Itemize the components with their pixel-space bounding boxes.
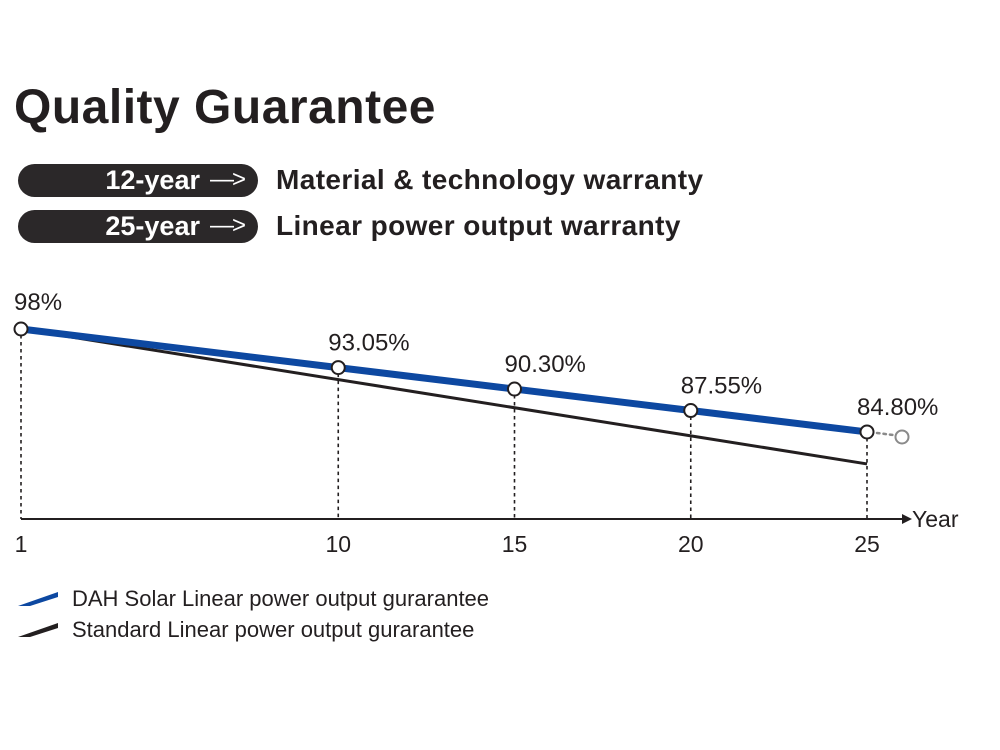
x-tick-label: 20 (678, 531, 704, 557)
x-tick-label: 10 (325, 531, 351, 557)
legend-item-standard: Standard Linear power output gurarantee (18, 617, 474, 643)
data-points (13, 321, 910, 445)
x-axis: Year (21, 506, 959, 532)
data-point (683, 403, 699, 419)
x-tick-labels: 1 10 15 20 25 (15, 531, 880, 557)
data-label: 90.30% (505, 351, 586, 378)
warranty-pill: 25-year —> (18, 209, 258, 243)
data-label: 93.05% (328, 330, 409, 357)
arrow-icon: —> (209, 212, 246, 239)
data-point (13, 321, 29, 337)
legend-swatch-dah (18, 592, 58, 606)
data-label: 84.80% (857, 394, 938, 421)
axis-arrow-icon (902, 514, 912, 524)
series-lines (20, 325, 895, 466)
x-tick-label: 1 (15, 531, 28, 557)
warranty-row-25-year: 25-year —> Linear power output warranty (18, 209, 681, 243)
page-title: Quality Guarantee (14, 81, 436, 134)
warranty-years: 25-year (105, 210, 200, 241)
warranty-description: Material & technology warranty (276, 164, 704, 195)
extension-dots (875, 431, 895, 437)
data-point (507, 381, 522, 397)
legend-label: Standard Linear power output gurarantee (72, 617, 475, 642)
warranty-description: Linear power output warranty (276, 210, 681, 241)
extension-marker (894, 429, 910, 445)
standard-series-line (20, 327, 868, 466)
x-axis-label: Year (912, 506, 959, 532)
warranty-pill: 12-year —> (18, 163, 258, 197)
arrow-icon: —> (209, 166, 246, 193)
warranty-years: 12-year (105, 164, 200, 195)
legend-swatch-standard (18, 623, 58, 637)
legend-item-dah: DAH Solar Linear power output gurarantee (18, 586, 489, 612)
legend-label: DAH Solar Linear power output gurarantee (72, 586, 490, 611)
x-tick-label: 25 (854, 531, 880, 557)
data-point (330, 360, 346, 376)
data-label: 98% (14, 289, 62, 316)
year-guide-lines (20, 335, 868, 519)
data-labels: 98% 93.05% 90.30% 87.55% 84.80% (14, 289, 938, 421)
warranty-row-12-year: 12-year —> Material & technology warrant… (18, 163, 703, 197)
data-point (859, 424, 875, 440)
data-label: 87.55% (681, 373, 762, 400)
x-tick-label: 15 (502, 531, 528, 557)
